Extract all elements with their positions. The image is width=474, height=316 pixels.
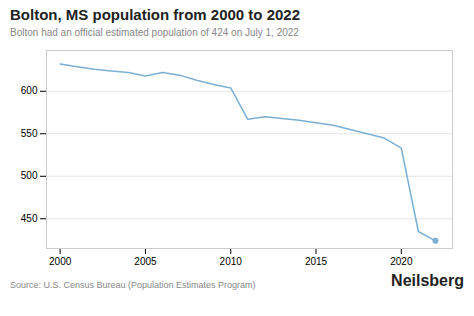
svg-text:600: 600: [21, 85, 38, 96]
svg-text:2020: 2020: [390, 256, 413, 267]
html-text:Source: U.S. Census Bureau (Po: Source: U.S. Census Bureau (Population E…: [10, 280, 256, 290]
html-text:Neilsberg: Neilsberg: [391, 272, 464, 289]
svg-text:2010: 2010: [220, 256, 243, 267]
svg-text:450: 450: [21, 213, 38, 224]
html-text:Bolton, MS population from 200: Bolton, MS population from 2000 to 2022: [10, 6, 300, 23]
svg-text:2005: 2005: [134, 256, 157, 267]
svg-text:2000: 2000: [49, 256, 72, 267]
html-text:Bolton had an official estimat: Bolton had an official estimated populat…: [10, 27, 299, 38]
svg-text:2015: 2015: [305, 256, 328, 267]
svg-text:500: 500: [21, 170, 38, 181]
svg-text:550: 550: [21, 128, 38, 139]
